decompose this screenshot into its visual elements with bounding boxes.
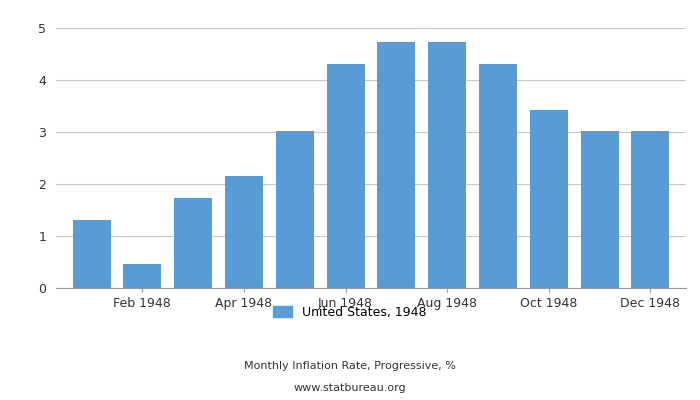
Legend: United States, 1948: United States, 1948 bbox=[268, 301, 432, 324]
Bar bbox=[580, 131, 619, 288]
Bar bbox=[428, 42, 466, 288]
Bar bbox=[174, 198, 212, 288]
Bar bbox=[123, 264, 162, 288]
Bar bbox=[479, 64, 517, 288]
Bar bbox=[326, 64, 365, 288]
Bar bbox=[530, 110, 568, 288]
Bar bbox=[73, 220, 111, 288]
Bar bbox=[631, 131, 669, 288]
Bar bbox=[225, 176, 263, 288]
Text: www.statbureau.org: www.statbureau.org bbox=[294, 383, 406, 393]
Bar bbox=[377, 42, 416, 288]
Text: Monthly Inflation Rate, Progressive, %: Monthly Inflation Rate, Progressive, % bbox=[244, 361, 456, 371]
Bar bbox=[276, 131, 314, 288]
